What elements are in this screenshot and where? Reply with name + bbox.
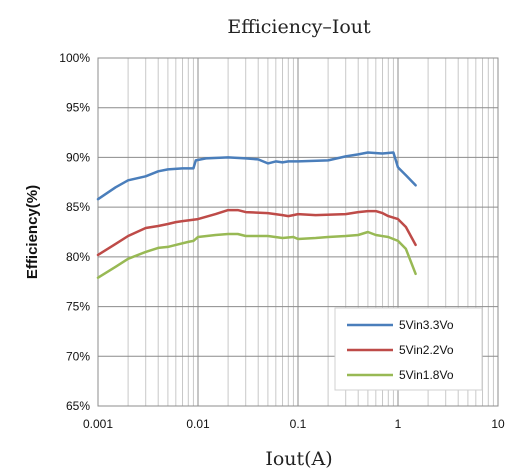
- chart-title: Efficiency–Iout: [227, 16, 371, 38]
- y-axis-title: Efficiency(%): [24, 185, 41, 279]
- plot-border: [97, 57, 499, 407]
- x-tick-label: 0.001: [83, 417, 113, 431]
- x-axis-title: Iout(A): [265, 448, 332, 470]
- y-tick-label: 80%: [66, 250, 90, 264]
- legend-label: 5Vin1.8Vo: [399, 368, 454, 382]
- legend-label: 5Vin3.3Vo: [399, 318, 454, 332]
- y-tick-label: 85%: [66, 200, 90, 214]
- y-tick-label: 100%: [59, 51, 90, 65]
- y-tick-label: 65%: [66, 399, 90, 413]
- x-tick-label: 10: [491, 417, 505, 431]
- series-line-5vin3.3vo: [96, 151, 417, 201]
- legend-label: 5Vin2.2Vo: [399, 343, 454, 357]
- x-tick-label: 0.01: [186, 417, 210, 431]
- y-tick-label: 70%: [66, 349, 90, 363]
- x-tick-label: 1: [395, 417, 402, 431]
- y-tick-label: 95%: [66, 101, 90, 115]
- series-line-5vin2.2vo: [96, 208, 417, 257]
- series-line-5vin1.8vo: [96, 230, 417, 279]
- y-tick-label: 75%: [66, 300, 90, 314]
- plot-area: 0.001 0.01 0.1 1 10 65% 70% 75% 80% 85% 90% 95% 100%…: [59, 51, 505, 431]
- x-tick-label: 0.1: [290, 417, 307, 431]
- y-tick-label: 90%: [66, 150, 90, 164]
